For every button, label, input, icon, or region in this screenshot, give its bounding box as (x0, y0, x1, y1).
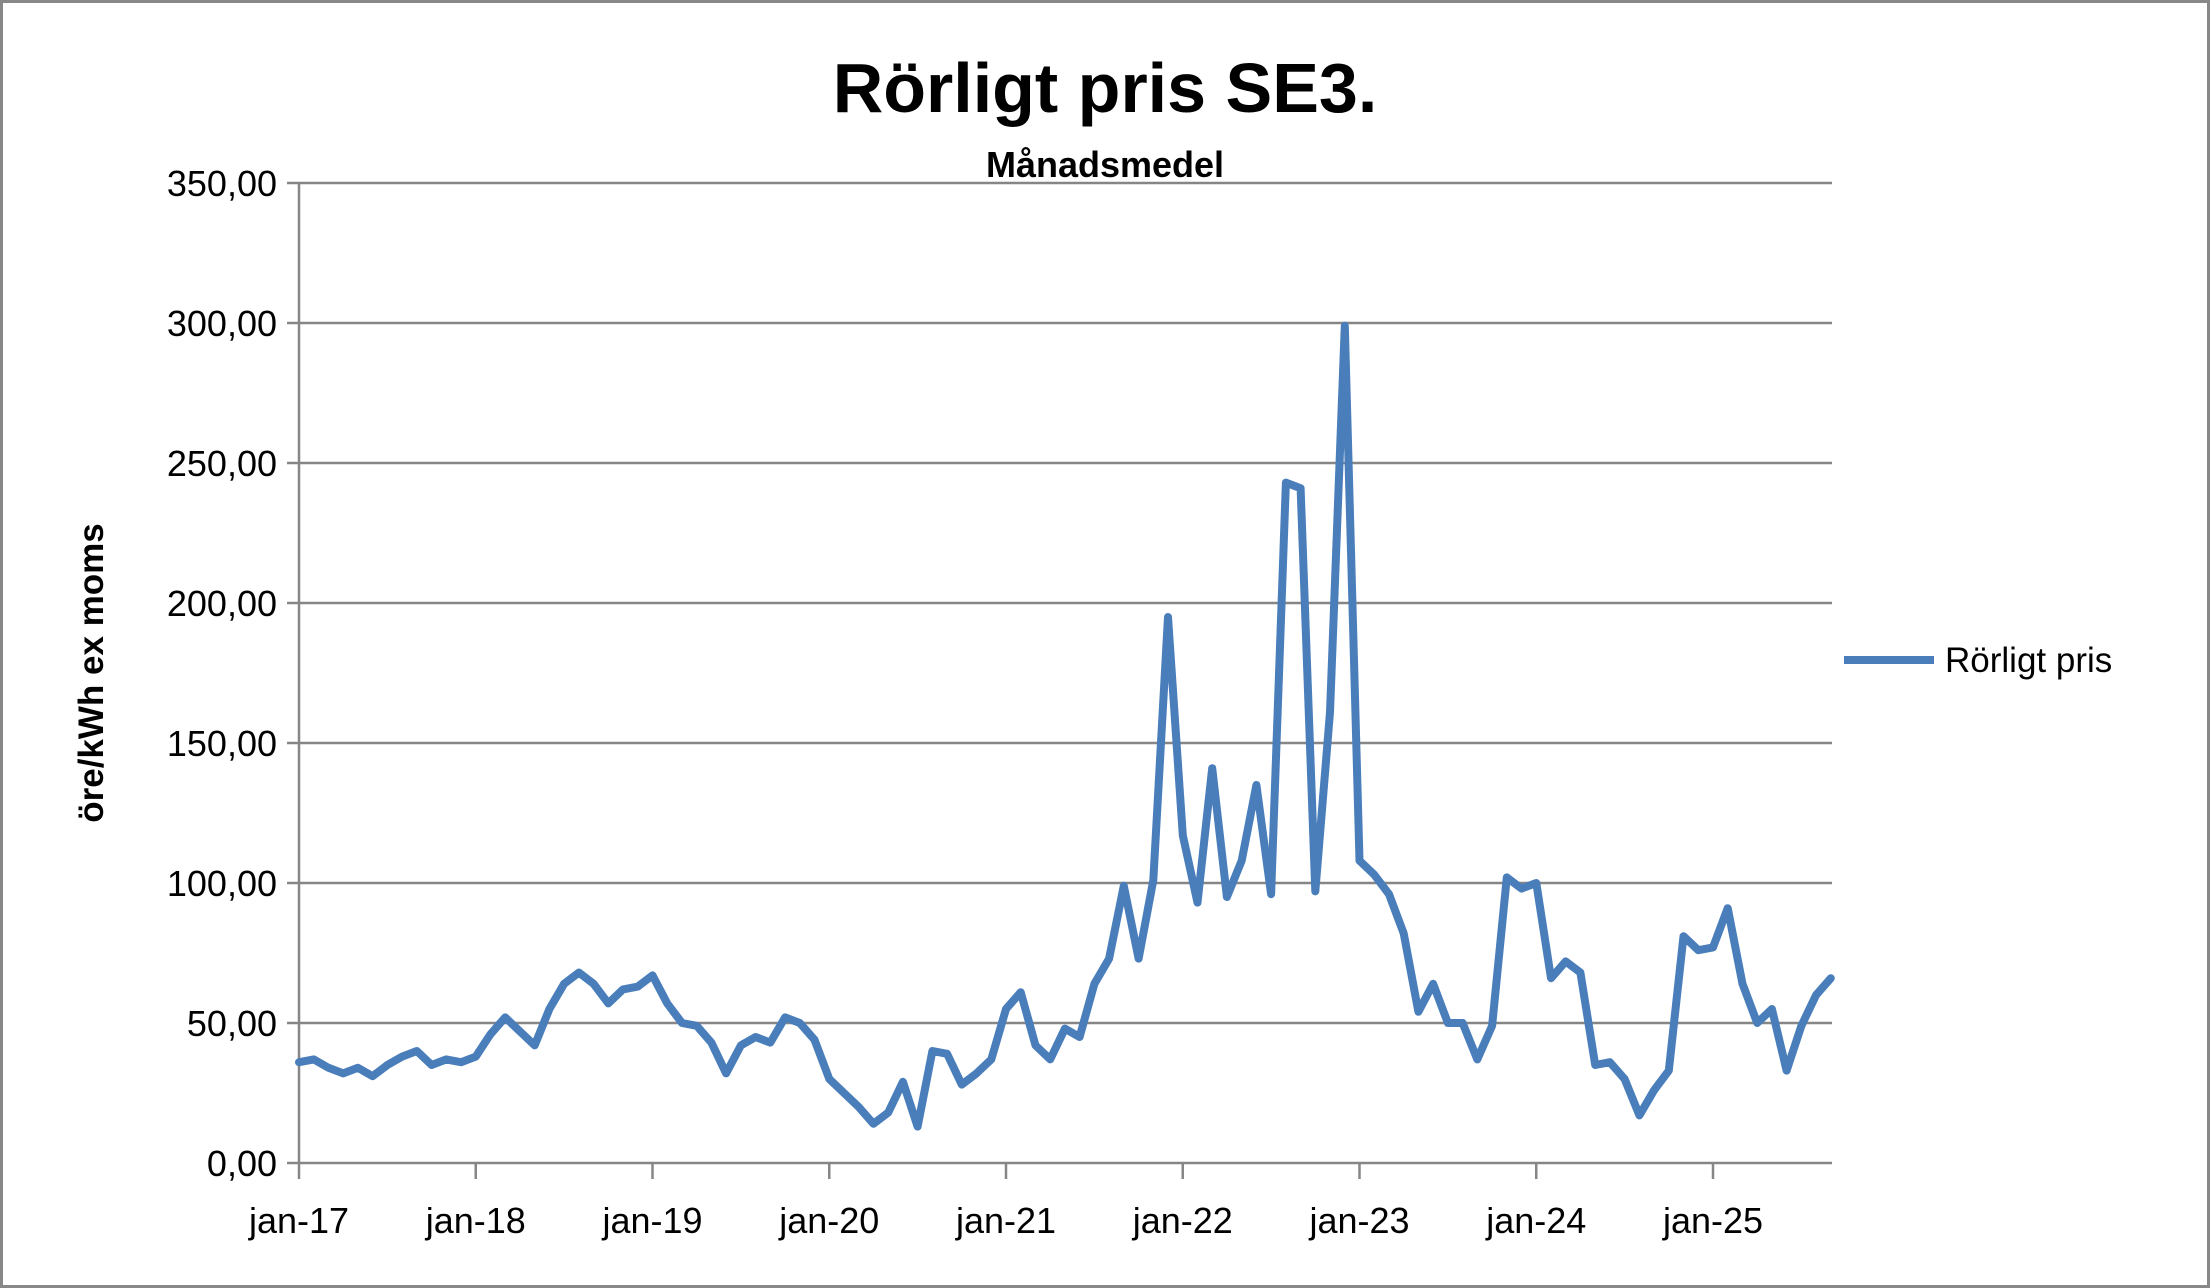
x-tick-label: jan-21 (955, 1200, 1056, 1241)
y-tick-label: 250,00 (167, 443, 277, 484)
x-tick-label: jan-20 (778, 1200, 879, 1241)
y-axis-label: öre/kWh ex moms (72, 523, 111, 823)
y-tick-label: 300,00 (167, 303, 277, 344)
x-tick-label: jan-19 (601, 1200, 702, 1241)
x-tick-label: jan-18 (425, 1200, 526, 1241)
chart-title: Rörligt pris SE3. (833, 49, 1378, 127)
legend: Rörligt pris (1844, 641, 2112, 680)
y-tick-label: 0,00 (207, 1143, 277, 1184)
y-tick-label: 350,00 (167, 163, 277, 204)
x-tick-label: jan-24 (1485, 1200, 1586, 1241)
y-tick-label: 50,00 (187, 1003, 277, 1044)
legend-label: Rörligt pris (1945, 641, 2112, 680)
x-tick-label: jan-17 (248, 1200, 349, 1241)
y-tick-label: 100,00 (167, 863, 277, 904)
y-tick-label: 150,00 (167, 723, 277, 764)
chart-subtitle: Månadsmedel (986, 144, 1224, 185)
x-tick-label: jan-25 (1662, 1200, 1763, 1241)
x-tick-label: jan-23 (1308, 1200, 1409, 1241)
x-tick-label: jan-22 (1132, 1200, 1233, 1241)
y-tick-label: 200,00 (167, 583, 277, 624)
